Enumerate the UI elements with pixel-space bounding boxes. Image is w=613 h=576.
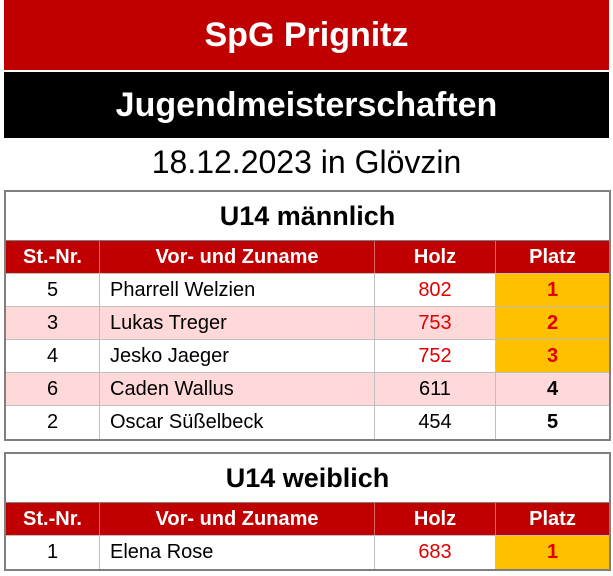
rank: 3 [496, 340, 609, 372]
rank: 1 [496, 274, 609, 306]
score: 611 [375, 373, 496, 405]
score: 752 [375, 340, 496, 372]
event-title: Jugendmeisterschaften [4, 72, 609, 138]
header-row: St.-Nr. Vor- und Zuname Holz Platz [6, 503, 609, 536]
rank: 5 [546, 411, 559, 433]
results-table: U14 männlich St.-Nr. Vor- und Zuname Holz Pl… [4, 190, 611, 441]
section-title: U14 weiblich [6, 454, 609, 503]
result-row: 1 Elena Rose 683 1 [6, 536, 609, 569]
player-name: Oscar Süßelbeck [100, 406, 375, 439]
column-header: Holz [375, 241, 496, 273]
result-row: 3 Lukas Treger 753 2 [6, 307, 609, 340]
start-number: 4 [6, 340, 100, 372]
result-row: 4 Jesko Jaeger 752 3 [6, 340, 609, 373]
column-header: Vor- und Zuname [100, 241, 375, 273]
score: 802 [375, 274, 496, 306]
start-number: 5 [6, 274, 100, 306]
date-line: 18.12.2023 in Glövzin [151, 143, 462, 180]
player-name: Lukas Treger [100, 307, 375, 339]
club-title: SpG Prignitz [4, 0, 609, 70]
section-title: U14 männlich [6, 192, 609, 241]
player-name: Jesko Jaeger [100, 340, 375, 372]
score: 683 [375, 536, 496, 569]
start-number: 2 [6, 406, 100, 439]
rank: 2 [496, 307, 609, 339]
score: 454 [375, 406, 496, 439]
score: 753 [375, 307, 496, 339]
column-header: St.-Nr. [6, 503, 100, 535]
result-row: 5 Pharrell Welzien 802 1 [6, 274, 609, 307]
start-number: 6 [6, 373, 100, 405]
rank: 4 [546, 377, 559, 400]
player-name: Caden Wallus [100, 373, 375, 405]
results-table: U14 weiblich St.-Nr. Vor- und Zuname Holz Pl… [4, 452, 611, 571]
rank: 1 [496, 536, 609, 569]
column-header: Vor- und Zuname [100, 503, 375, 535]
start-number: 3 [6, 307, 100, 339]
column-header: Holz [375, 503, 496, 535]
header-row: St.-Nr. Vor- und Zuname Holz Platz [6, 241, 609, 274]
player-name: Elena Rose [100, 536, 375, 569]
column-header: Platz [529, 245, 576, 268]
player-name: Pharrell Welzien [100, 274, 375, 306]
result-row: 6 Caden Wallus 611 4 [6, 373, 609, 406]
column-header: St.-Nr. [6, 241, 100, 273]
column-header: Platz [529, 507, 576, 530]
start-number: 1 [6, 536, 100, 569]
result-row: 2 Oscar Süßelbeck 454 5 [6, 406, 609, 439]
